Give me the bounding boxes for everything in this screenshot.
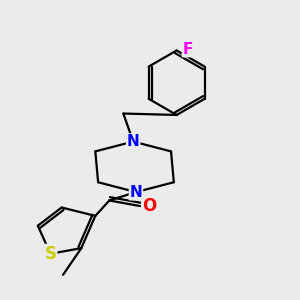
Text: S: S: [44, 245, 56, 263]
Text: N: N: [130, 184, 142, 200]
Text: N: N: [127, 134, 140, 149]
Text: O: O: [142, 197, 156, 215]
Text: F: F: [183, 41, 193, 56]
